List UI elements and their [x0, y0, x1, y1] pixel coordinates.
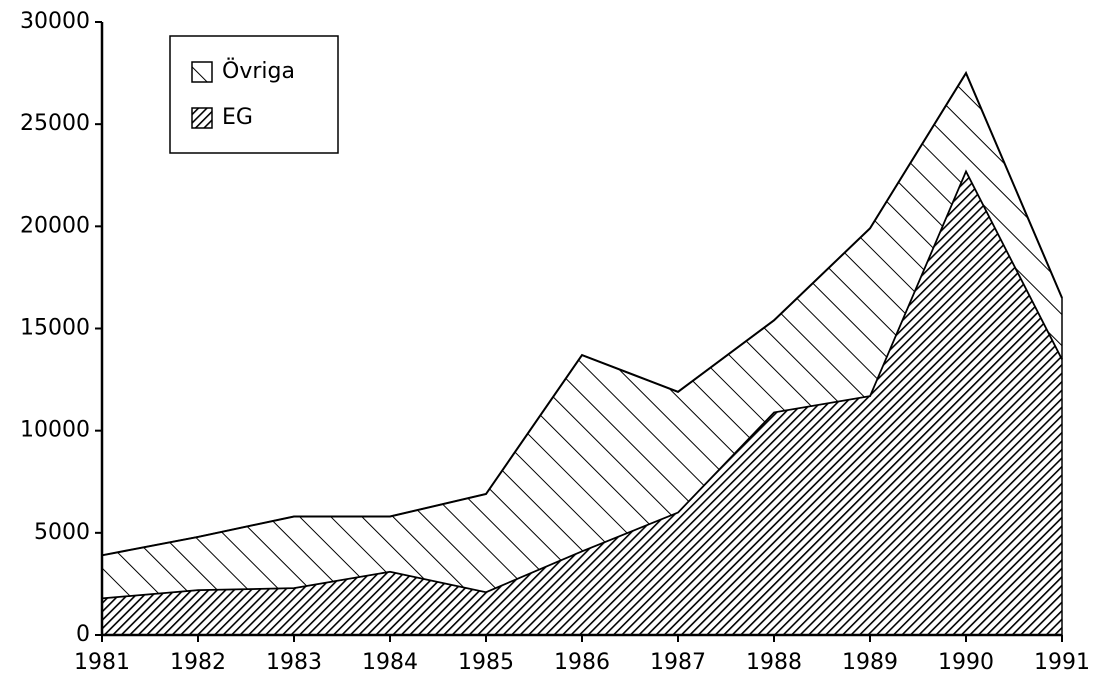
x-tick-label: 1989: [842, 650, 898, 675]
legend-box: [169, 35, 339, 154]
legend-swatch: [191, 61, 213, 83]
legend-label: Övriga: [222, 58, 295, 84]
y-tick-label: 25000: [20, 111, 90, 136]
y-tick-label: 0: [76, 622, 90, 647]
y-tick-label: 5000: [34, 520, 90, 545]
x-tick-label: 1984: [362, 650, 418, 675]
x-tick-label: 1988: [746, 650, 802, 675]
x-tick-label: 1990: [938, 650, 994, 675]
y-tick-label: 20000: [20, 213, 90, 238]
area-line: [101, 70, 1063, 557]
x-tick-label: 1981: [74, 650, 130, 675]
y-tick-label: 30000: [20, 9, 90, 34]
x-tick-label: 1991: [1034, 650, 1090, 675]
x-tick-label: 1982: [170, 650, 226, 675]
y-tick-label: 10000: [20, 418, 90, 443]
legend-label: EG: [222, 105, 253, 130]
x-tick-label: 1986: [554, 650, 610, 675]
legend-swatch: [191, 107, 213, 129]
x-tick-label: 1985: [458, 650, 514, 675]
x-tick-label: 1987: [650, 650, 706, 675]
x-tick-label: 1983: [266, 650, 322, 675]
y-tick-label: 15000: [20, 316, 90, 341]
